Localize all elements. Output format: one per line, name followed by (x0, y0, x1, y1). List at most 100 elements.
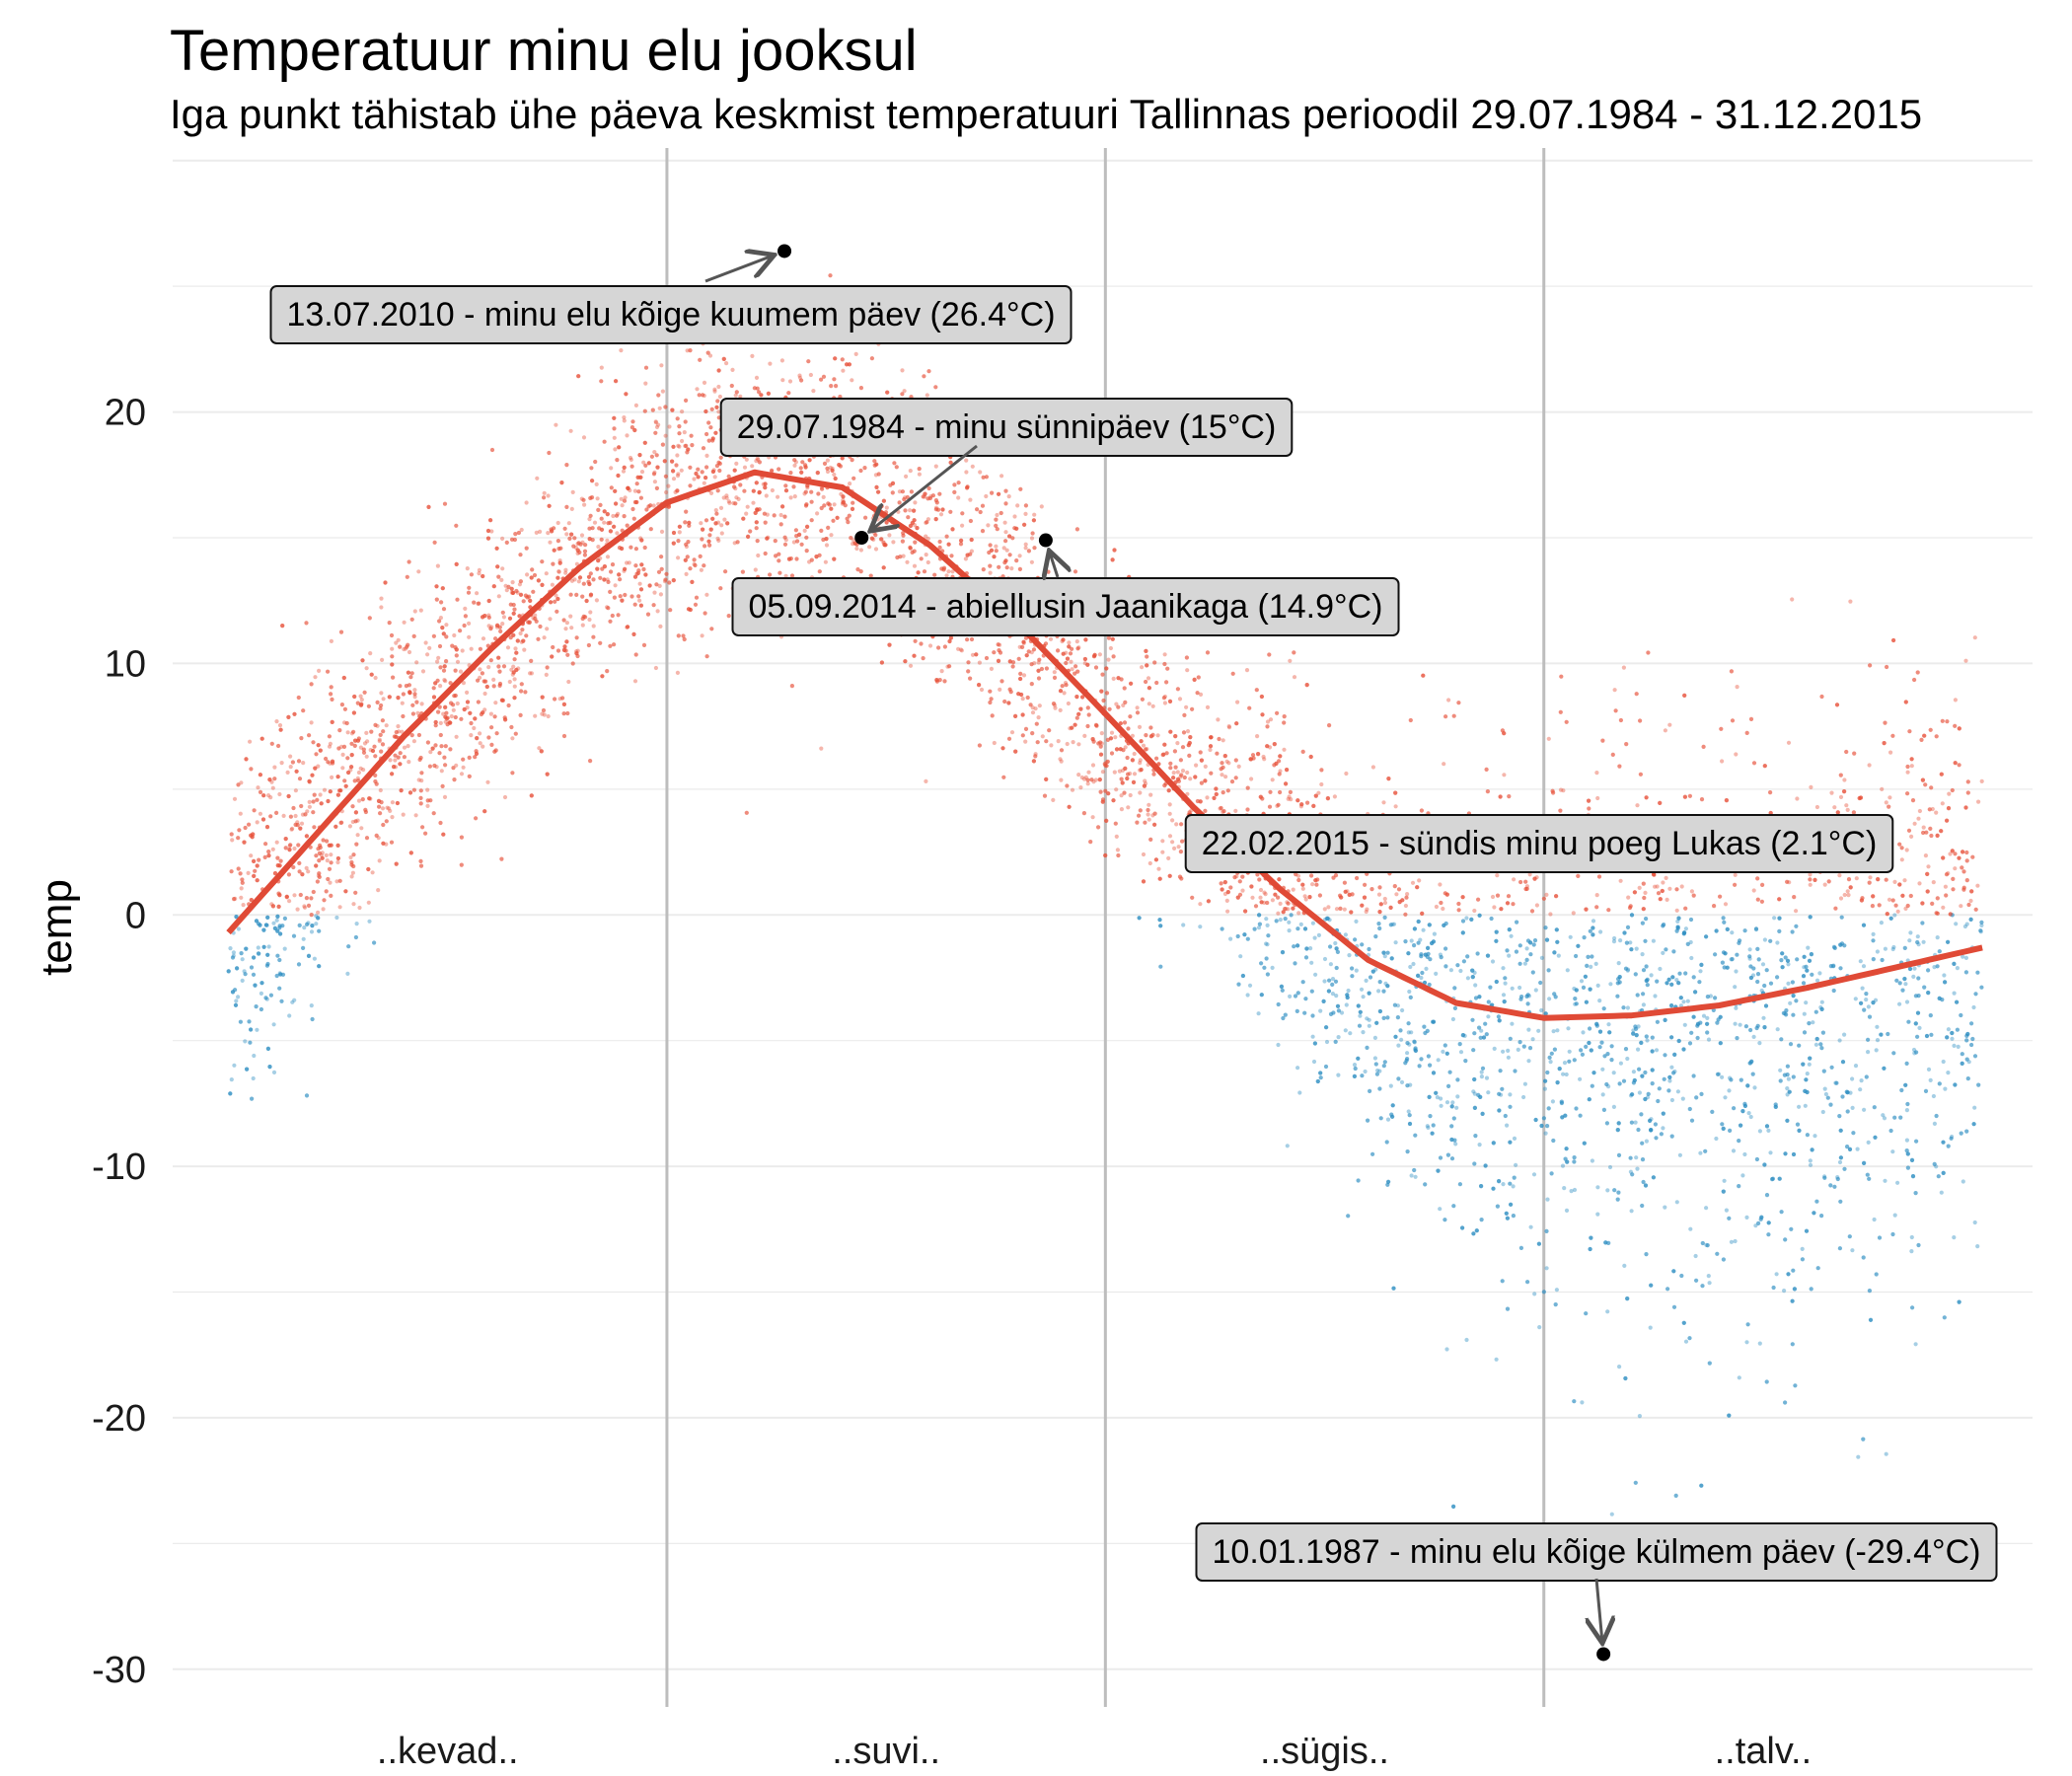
daily-point (496, 655, 501, 660)
daily-point (544, 571, 549, 576)
daily-point (1595, 1212, 1600, 1217)
daily-point (566, 679, 571, 685)
daily-point (259, 991, 263, 997)
daily-point (1494, 979, 1499, 985)
daily-point (510, 672, 515, 677)
daily-point (1224, 759, 1229, 764)
daily-point (1328, 962, 1333, 967)
daily-point (992, 555, 997, 559)
daily-point (319, 801, 324, 806)
daily-point (1434, 971, 1439, 977)
daily-point (1636, 1047, 1641, 1052)
daily-point (510, 580, 515, 585)
daily-point (751, 500, 756, 505)
daily-point (270, 904, 275, 909)
daily-point (1473, 983, 1478, 988)
daily-point (454, 763, 459, 768)
daily-point (599, 365, 604, 370)
daily-point (1460, 1225, 1465, 1230)
daily-point (780, 504, 785, 509)
daily-point (1121, 703, 1126, 708)
daily-point (1786, 1076, 1791, 1081)
daily-point (1216, 717, 1221, 722)
daily-point (1903, 700, 1908, 704)
daily-point (1853, 997, 1858, 1001)
daily-point (924, 778, 928, 784)
daily-point (1012, 514, 1017, 519)
daily-point (1926, 991, 1931, 996)
daily-point (746, 534, 751, 540)
daily-point (684, 544, 690, 550)
daily-point (1915, 934, 1920, 939)
daily-point (1814, 978, 1820, 983)
daily-point (1145, 663, 1149, 668)
daily-point (1316, 790, 1321, 795)
daily-point (1218, 806, 1222, 811)
daily-point (343, 783, 348, 788)
daily-point (1950, 1036, 1955, 1041)
daily-point (270, 847, 275, 851)
daily-point (1208, 747, 1213, 753)
daily-point (416, 777, 421, 782)
daily-point (1349, 910, 1354, 915)
daily-point (1410, 880, 1416, 885)
daily-point (1436, 1168, 1441, 1173)
daily-point (1678, 996, 1683, 1000)
daily-point (1955, 966, 1960, 971)
daily-point (561, 647, 567, 653)
daily-point (1761, 1015, 1766, 1020)
daily-point (255, 1027, 259, 1032)
daily-point (1104, 760, 1109, 765)
daily-point (1076, 773, 1081, 777)
daily-point (548, 540, 553, 545)
daily-point (1205, 704, 1211, 710)
daily-point (1817, 971, 1822, 976)
daily-point (241, 903, 246, 908)
daily-point (1312, 1041, 1317, 1046)
daily-point (1302, 926, 1308, 931)
daily-point (1895, 909, 1900, 914)
daily-point (628, 455, 633, 461)
daily-point (634, 499, 639, 505)
daily-point (1065, 656, 1071, 661)
daily-point (1224, 898, 1229, 904)
daily-point (1203, 778, 1208, 783)
daily-point (1674, 1200, 1679, 1205)
daily-point (1499, 1092, 1504, 1097)
daily-point (663, 433, 668, 438)
daily-point (1626, 895, 1631, 900)
daily-point (1845, 889, 1850, 894)
daily-point (1152, 822, 1157, 827)
daily-point (1563, 1113, 1568, 1118)
daily-point (712, 475, 717, 480)
daily-point (281, 813, 286, 819)
daily-point (1681, 999, 1686, 1004)
daily-point (1729, 1239, 1734, 1244)
daily-point (933, 464, 938, 469)
daily-point (1941, 905, 1946, 910)
daily-point (791, 540, 797, 545)
daily-point (1061, 637, 1066, 642)
daily-point (1053, 705, 1058, 710)
daily-point (1126, 805, 1131, 810)
daily-point (335, 859, 340, 865)
daily-point (442, 678, 447, 683)
daily-point (1030, 705, 1035, 710)
daily-point (1421, 673, 1426, 678)
daily-point (1872, 1217, 1877, 1222)
daily-point (1822, 1086, 1827, 1091)
daily-point (917, 472, 923, 477)
daily-point (628, 487, 632, 493)
daily-point (1725, 926, 1730, 932)
daily-point (407, 691, 412, 696)
daily-point (1176, 845, 1181, 850)
daily-point (1591, 919, 1596, 924)
daily-point (1634, 946, 1639, 951)
daily-point (710, 516, 715, 521)
daily-point (1594, 771, 1599, 776)
daily-point (548, 617, 553, 622)
daily-point (1170, 840, 1175, 845)
daily-point (829, 533, 834, 538)
daily-point (1313, 972, 1318, 977)
daily-point (797, 373, 802, 378)
